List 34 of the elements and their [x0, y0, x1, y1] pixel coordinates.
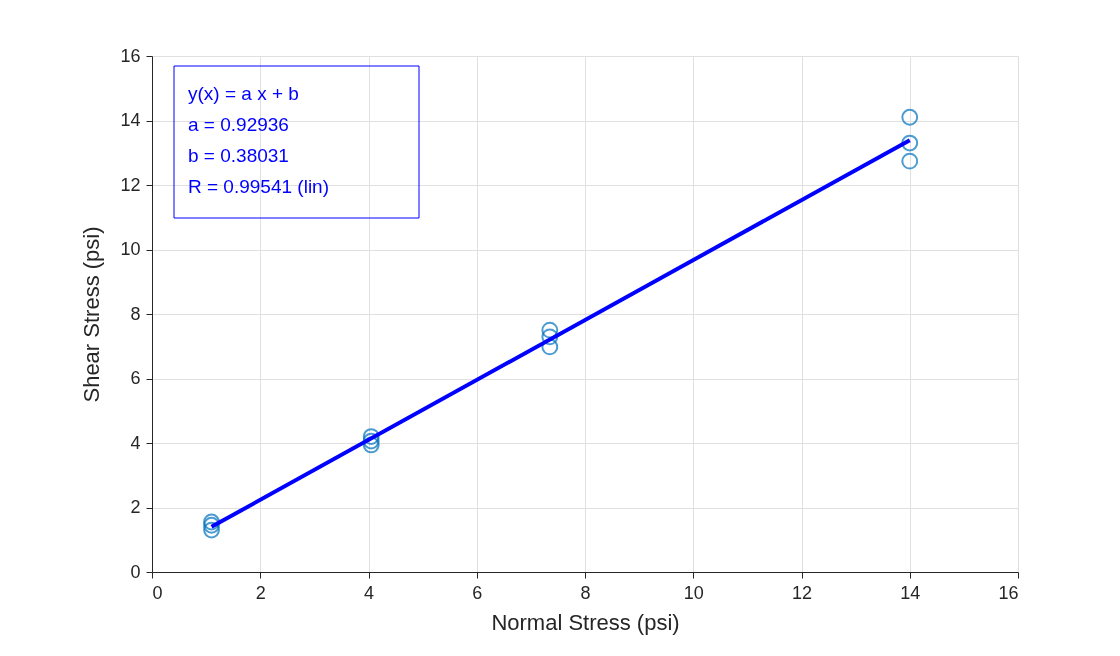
annotation: R = 0.99541 (lin) — [188, 176, 329, 197]
y-tick-label: 12 — [120, 174, 141, 195]
y-tick-label: 4 — [130, 432, 141, 453]
x-tick-label: 4 — [363, 582, 375, 603]
y-tick-label: 0 — [130, 561, 141, 582]
x-tick-label: 2 — [255, 582, 266, 603]
x-tick-label: 10 — [683, 582, 704, 603]
point — [901, 108, 919, 126]
y-tick-label: 10 — [120, 239, 141, 259]
x-tick-label: 14 — [900, 582, 921, 603]
y-tick-label: 14 — [120, 110, 141, 130]
point — [203, 521, 220, 539]
annotation: a = 0.92936 — [188, 114, 289, 135]
y-axis-title: Shear Stress (psi) — [79, 226, 105, 403]
y-tick-label: 2 — [130, 497, 141, 517]
x-tick-label: 0 — [152, 582, 163, 603]
point — [541, 328, 559, 346]
point — [362, 432, 380, 450]
point — [362, 436, 380, 454]
point — [901, 152, 919, 170]
x-axis-title: Normal Stress (psi) — [491, 609, 680, 635]
y-tick-label: 16 — [120, 45, 141, 66]
point — [541, 338, 559, 356]
annotation: b = 0.38031 — [188, 145, 289, 166]
x-tick-label: 12 — [791, 582, 813, 603]
point — [362, 428, 380, 445]
point — [541, 321, 559, 339]
y-tick-label: 6 — [130, 368, 141, 388]
x-tick-label: 16 — [998, 582, 1019, 603]
point — [901, 134, 919, 152]
annotation: y(x) = a x + b — [188, 83, 299, 104]
y-tick-label: 8 — [130, 303, 141, 324]
x-tick-label: 6 — [472, 582, 483, 603]
x-tick-label: 8 — [580, 582, 591, 603]
